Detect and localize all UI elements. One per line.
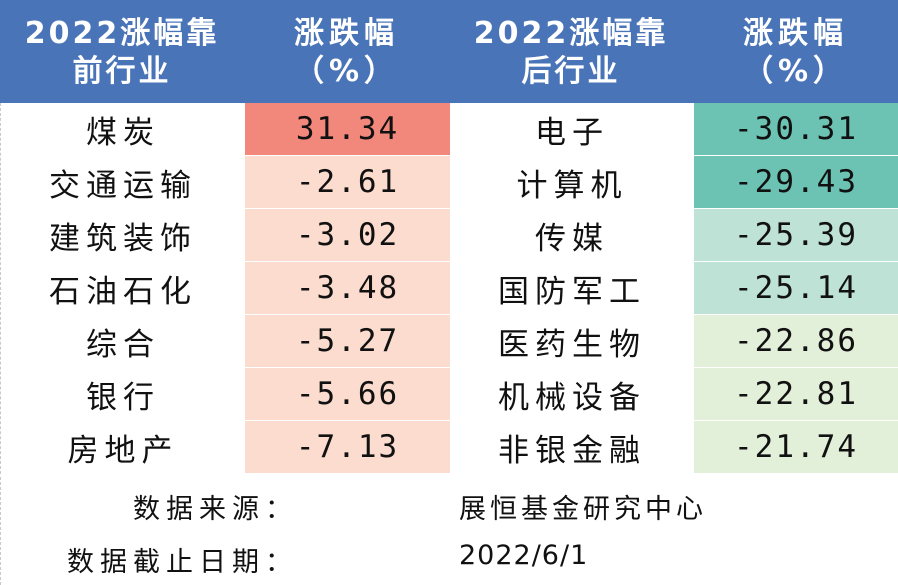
top-industry-cell: 交通运输: [1, 156, 245, 208]
bottom-value-cell: -29.43: [694, 156, 898, 208]
date-label: 数据截止日期：: [67, 547, 298, 578]
table-row: 煤炭 31.34 电子 -30.31: [1, 103, 898, 156]
header-top-industry: 2022涨幅靠 前行业: [24, 15, 220, 89]
header-bottom-industry: 2022涨幅靠 后行业: [473, 15, 669, 89]
bottom-industry-cell: 医药生物: [450, 315, 694, 367]
top-value-cell: -3.02: [245, 209, 450, 261]
bottom-value-cell: -22.81: [694, 368, 898, 420]
source-value: 展恒基金研究中心: [459, 494, 707, 525]
bottom-industry-cell: 机械设备: [450, 368, 694, 420]
top-industry-cell: 石油石化: [1, 262, 245, 314]
top-industry-cell: 银行: [1, 368, 245, 420]
source-label: 数据来源：: [133, 494, 298, 525]
table-row: 银行 -5.66 机械设备 -22.81: [1, 368, 898, 421]
bottom-value-cell: -30.31: [694, 103, 898, 155]
top-industry-cell: 房地产: [1, 421, 245, 473]
bottom-industry-cell: 国防军工: [450, 262, 694, 314]
bottom-value-cell: -25.14: [694, 262, 898, 314]
bottom-industry-cell: 计算机: [450, 156, 694, 208]
bottom-value-cell: -25.39: [694, 209, 898, 261]
table-row: 房地产 -7.13 非银金融 -21.74: [1, 421, 898, 474]
source-row: 数据来源： 展恒基金研究中心: [1, 477, 898, 527]
top-value-cell: 31.34: [245, 103, 450, 155]
bottom-industry-cell: 非银金融: [450, 421, 694, 473]
table-body: 煤炭 31.34 电子 -30.31 交通运输 -2.61 计算机 -29.43 建筑装饰 -3.…: [0, 103, 898, 474]
table-row: 综合 -5.27 医药生物 -22.86: [1, 315, 898, 368]
bottom-value-cell: -21.74: [694, 421, 898, 473]
table-row: 建筑装饰 -3.02 传媒 -25.39: [1, 209, 898, 262]
bottom-industry-cell: 电子: [450, 103, 694, 155]
top-value-cell: -3.48: [245, 262, 450, 314]
bottom-value-cell: -22.86: [694, 315, 898, 367]
date-row: 数据截止日期： 2022/6/1: [1, 530, 898, 580]
top-value-cell: -5.27: [245, 315, 450, 367]
top-industry-cell: 综合: [1, 315, 245, 367]
top-value-cell: -5.66: [245, 368, 450, 420]
top-value-cell: -2.61: [245, 156, 450, 208]
top-industry-cell: 建筑装饰: [1, 209, 245, 261]
header-top-change: 涨跌幅 （%）: [293, 15, 400, 89]
date-value: 2022/6/1: [459, 540, 589, 571]
top-value-cell: -7.13: [245, 421, 450, 473]
top-industry-cell: 煤炭: [1, 103, 245, 155]
table-row: 石油石化 -3.48 国防军工 -25.14: [1, 262, 898, 315]
header-bottom-change: 涨跌幅 （%）: [742, 15, 849, 89]
table-row: 交通运输 -2.61 计算机 -29.43: [1, 156, 898, 209]
table-header: 2022涨幅靠 前行业 涨跌幅 （%） 2022涨幅靠 后行业 涨跌幅 （%）: [0, 0, 898, 103]
table-footer: 数据来源： 展恒基金研究中心 数据截止日期： 2022/6/1: [0, 477, 898, 585]
bottom-industry-cell: 传媒: [450, 209, 694, 261]
